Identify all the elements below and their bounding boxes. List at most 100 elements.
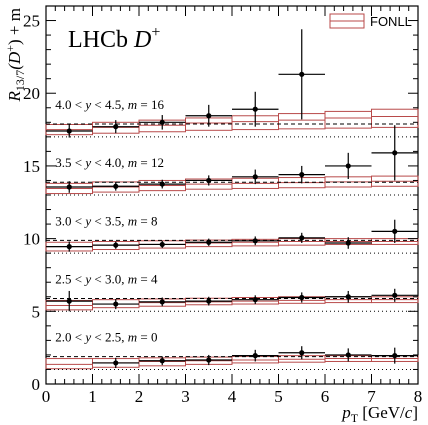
experiment-name: LHCb: [68, 27, 128, 53]
fonll-band-3: [45, 175, 419, 195]
label-m: m: [128, 97, 137, 112]
y-tick-label: 25: [23, 12, 40, 31]
data-point: [252, 297, 258, 303]
x-axis-unit-var: c: [405, 403, 413, 422]
data-point: [206, 357, 212, 363]
x-tick-label: 2: [135, 387, 144, 406]
y-tick-label: 20: [23, 84, 40, 103]
x-tick-label: 4: [228, 387, 237, 406]
x-tick-label: 6: [321, 387, 330, 406]
data-point: [206, 298, 212, 304]
data-point: [66, 184, 72, 190]
data-point: [66, 128, 72, 134]
label-high: < 4.5,: [91, 97, 128, 112]
label-low: 3.5 <: [55, 155, 85, 170]
data-point: [206, 113, 212, 119]
x-tick-label: 8: [414, 387, 423, 406]
data-point: [299, 235, 305, 241]
data-point: [299, 350, 305, 356]
y-tick-label: 5: [32, 302, 41, 321]
label-high: < 3.0,: [91, 272, 128, 287]
series-label: 2.0 < y < 2.5, m = 0: [55, 330, 157, 345]
label-high: < 4.0,: [91, 155, 128, 170]
fonll-box: [45, 358, 93, 370]
label-offset: = 8: [137, 213, 157, 228]
data-point: [252, 174, 258, 180]
data-point: [113, 242, 119, 248]
label-y: y: [83, 155, 91, 170]
x-axis-unit: [GeV/: [358, 403, 405, 422]
x-tick-label: 7: [367, 387, 376, 406]
series-label: 4.0 < y < 4.5, m = 16: [55, 97, 164, 112]
label-layer: 2.0 < y < 2.5, m = 0 2.5 < y < 3.0, m = 4…: [55, 13, 412, 345]
label-m: m: [128, 213, 137, 228]
data-point: [113, 183, 119, 189]
data-series-4: [46, 29, 325, 138]
data-series-2: [46, 219, 418, 252]
x-tick-label: 3: [181, 387, 190, 406]
data-point: [113, 360, 119, 366]
x-axis-sub: T: [351, 411, 359, 425]
y-tick-label: 0: [32, 375, 41, 394]
data-point: [345, 163, 351, 169]
fonll-box: [324, 110, 372, 129]
fonll-band-0: [45, 355, 419, 370]
data-point: [159, 119, 165, 125]
data-point: [252, 106, 258, 112]
data-point: [113, 124, 119, 130]
label-low: 2.5 <: [55, 272, 85, 287]
series-label: 2.5 < y < 3.0, m = 4: [55, 272, 158, 287]
y-axis-title: R13/7(D+) + m: [3, 8, 27, 102]
label-y: y: [83, 330, 91, 345]
y-tick-label: 15: [23, 157, 40, 176]
data-point: [159, 181, 165, 187]
x-tick-label: 1: [88, 387, 97, 406]
data-point-layer: [46, 29, 418, 369]
data-point: [66, 298, 72, 304]
x-axis-unit-end: ]: [412, 403, 418, 422]
data-point: [392, 292, 398, 298]
label-offset: = 16: [137, 97, 164, 112]
label-offset: = 0: [137, 330, 157, 345]
label-high: < 3.5,: [91, 213, 128, 228]
y-axis-end: ) + m: [5, 8, 24, 45]
series-label: 3.0 < y < 3.5, m = 8: [55, 213, 157, 228]
legend-label: FONLL: [370, 14, 412, 29]
label-offset: = 4: [137, 272, 158, 287]
data-point: [299, 172, 305, 178]
y-axis-paren: (D: [5, 51, 24, 70]
data-series-3: [46, 125, 418, 193]
data-point: [252, 238, 258, 244]
fonll-box: [371, 108, 419, 128]
data-point: [345, 352, 351, 358]
label-y: y: [83, 213, 91, 228]
data-point: [345, 294, 351, 300]
data-point: [113, 301, 119, 307]
label-m: m: [128, 330, 137, 345]
data-point: [66, 244, 72, 250]
particle-name: D: [133, 27, 151, 53]
label-m: m: [128, 155, 137, 170]
x-tick-label: 0: [42, 387, 51, 406]
particle-charge: +: [151, 24, 160, 41]
data-point: [392, 150, 398, 156]
label-y: y: [83, 272, 91, 287]
x-tick-label: 5: [274, 387, 283, 406]
data-point: [299, 71, 305, 77]
x-axis-title: pT [GeV/c]: [341, 403, 418, 425]
data-point: [206, 177, 212, 184]
data-point: [392, 228, 398, 234]
y-axis-sup: +: [3, 45, 17, 52]
label-y: y: [83, 97, 91, 112]
data-series-1: [46, 288, 418, 312]
x-axis-var: p: [341, 403, 351, 422]
data-point: [252, 353, 258, 359]
label-high: < 2.5,: [91, 330, 128, 345]
data-point: [159, 299, 165, 305]
label-m: m: [128, 272, 137, 287]
data-point: [159, 358, 165, 364]
experiment-label: LHCb D+: [68, 24, 160, 53]
data-point: [392, 353, 398, 359]
